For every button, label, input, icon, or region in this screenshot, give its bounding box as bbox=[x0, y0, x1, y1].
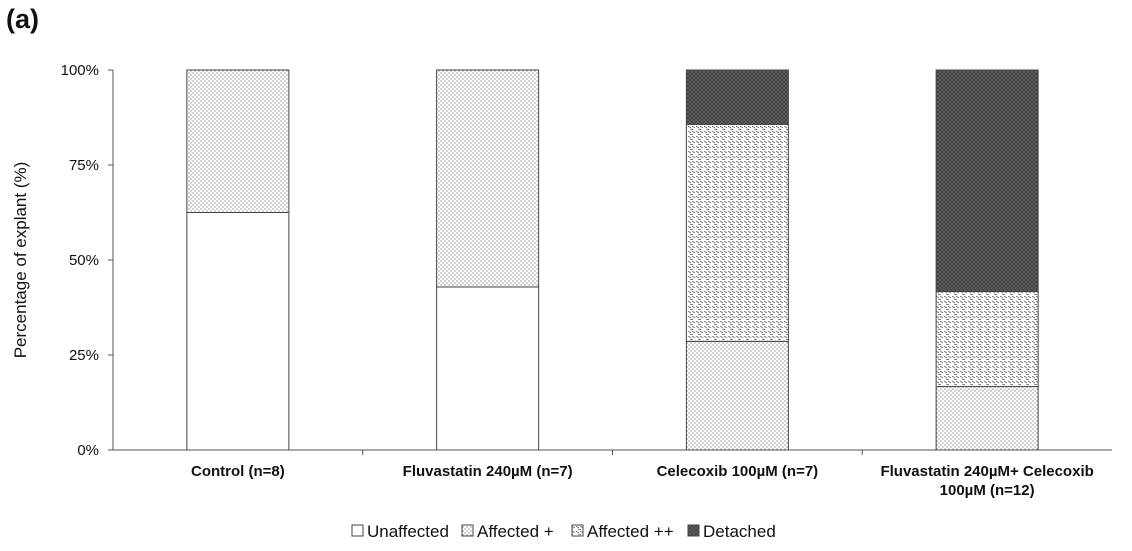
bar-segment bbox=[186, 69, 290, 213]
legend-label: Affected ++ bbox=[587, 522, 674, 541]
y-tick-label: 75% bbox=[69, 157, 99, 174]
legend-swatch bbox=[571, 524, 584, 537]
x-category-label: Control (n=8) bbox=[191, 463, 285, 480]
legend-label: Detached bbox=[703, 522, 776, 541]
bar-segment bbox=[935, 386, 1039, 451]
x-category-label: Fluvastatin 240µM (n=7) bbox=[403, 463, 573, 480]
bar-segment bbox=[685, 69, 789, 125]
y-tick-group: 0% 25% 50% 75% 100% bbox=[61, 62, 113, 459]
legend-swatch bbox=[687, 524, 700, 537]
y-axis-title: Percentage of explant (%) bbox=[11, 162, 30, 359]
x-category-label: Celecoxib 100µM (n=7) bbox=[657, 463, 819, 480]
x-category-label: 100µM (n=12) bbox=[940, 482, 1035, 499]
panel-label: (a) bbox=[6, 4, 39, 34]
x-category-label: Fluvastatin 240µM+ Celecoxib bbox=[880, 463, 1093, 480]
legend-label: Unaffected bbox=[367, 522, 449, 541]
bar-segment bbox=[685, 340, 789, 451]
y-tick-label: 100% bbox=[61, 62, 99, 79]
x-label-group: Control (n=8) Fluvastatin 240µM (n=7) Cele… bbox=[191, 450, 1094, 499]
bar-segment bbox=[436, 69, 540, 288]
legend-swatch bbox=[351, 524, 364, 537]
legend-swatch bbox=[461, 524, 474, 537]
bar-segment bbox=[935, 69, 1039, 293]
y-tick-label: 50% bbox=[69, 252, 99, 269]
legend-label: Affected + bbox=[477, 522, 554, 541]
bar-segment bbox=[436, 286, 540, 451]
y-tick-label: 0% bbox=[77, 442, 99, 459]
bar-segment bbox=[186, 212, 290, 451]
legend: Unaffected Affected + Affected ++ Detached bbox=[351, 522, 776, 541]
bar-segment bbox=[685, 123, 789, 342]
y-tick-label: 25% bbox=[69, 347, 99, 364]
bars-group bbox=[186, 69, 1039, 451]
bar-segment bbox=[935, 291, 1039, 388]
